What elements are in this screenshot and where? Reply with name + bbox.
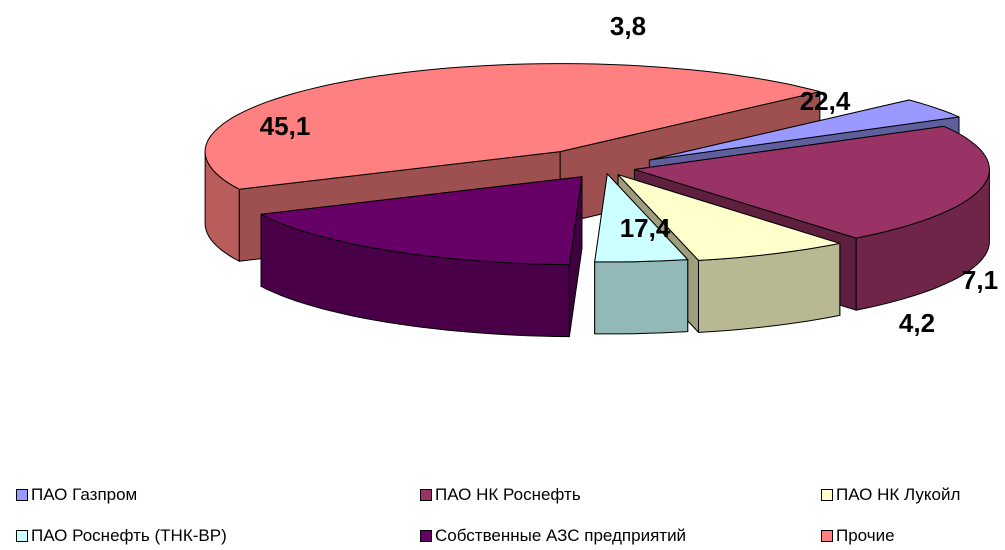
data-label-пао-нк-роснефть: 22,4 bbox=[800, 86, 851, 116]
data-label-пао-газпром: 3,8 bbox=[610, 11, 646, 41]
pie-slice-собственные-азс-предприятий bbox=[260, 176, 583, 338]
pie-slice-пао-роснефть-тнк-bp bbox=[594, 173, 689, 335]
data-label-собственные-азс-предприятий: 17,4 bbox=[620, 213, 671, 243]
data-label-пао-роснефть-тнк-bp: 4,2 bbox=[899, 308, 935, 338]
data-label-прочие: 45,1 bbox=[260, 111, 311, 141]
data-label-пао-нк-лукойл: 7,1 bbox=[962, 265, 998, 295]
